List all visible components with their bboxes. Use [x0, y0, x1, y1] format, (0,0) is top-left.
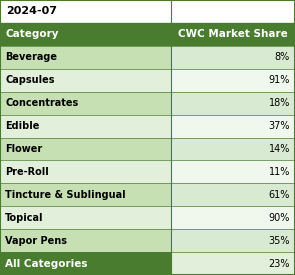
Text: Concentrates: Concentrates — [5, 98, 78, 108]
Text: Flower: Flower — [5, 144, 42, 154]
Text: 2024-07: 2024-07 — [6, 6, 57, 16]
Text: 14%: 14% — [269, 144, 290, 154]
Text: 37%: 37% — [268, 121, 290, 131]
Text: 91%: 91% — [269, 75, 290, 85]
Text: 18%: 18% — [269, 98, 290, 108]
Text: Topical: Topical — [5, 213, 44, 223]
Text: Tincture & Sublingual: Tincture & Sublingual — [5, 190, 126, 200]
Text: Capsules: Capsules — [5, 75, 55, 85]
Text: All Categories: All Categories — [5, 258, 88, 269]
Text: 61%: 61% — [269, 190, 290, 200]
Text: 8%: 8% — [275, 52, 290, 62]
Text: Edible: Edible — [5, 121, 40, 131]
Text: Beverage: Beverage — [5, 52, 57, 62]
Text: Vapor Pens: Vapor Pens — [5, 236, 67, 246]
Text: 90%: 90% — [269, 213, 290, 223]
Text: 35%: 35% — [268, 236, 290, 246]
Text: 11%: 11% — [269, 167, 290, 177]
Text: 23%: 23% — [268, 258, 290, 269]
Text: Category: Category — [5, 29, 59, 39]
Text: Pre-Roll: Pre-Roll — [5, 167, 49, 177]
Text: CWC Market Share: CWC Market Share — [178, 29, 288, 39]
